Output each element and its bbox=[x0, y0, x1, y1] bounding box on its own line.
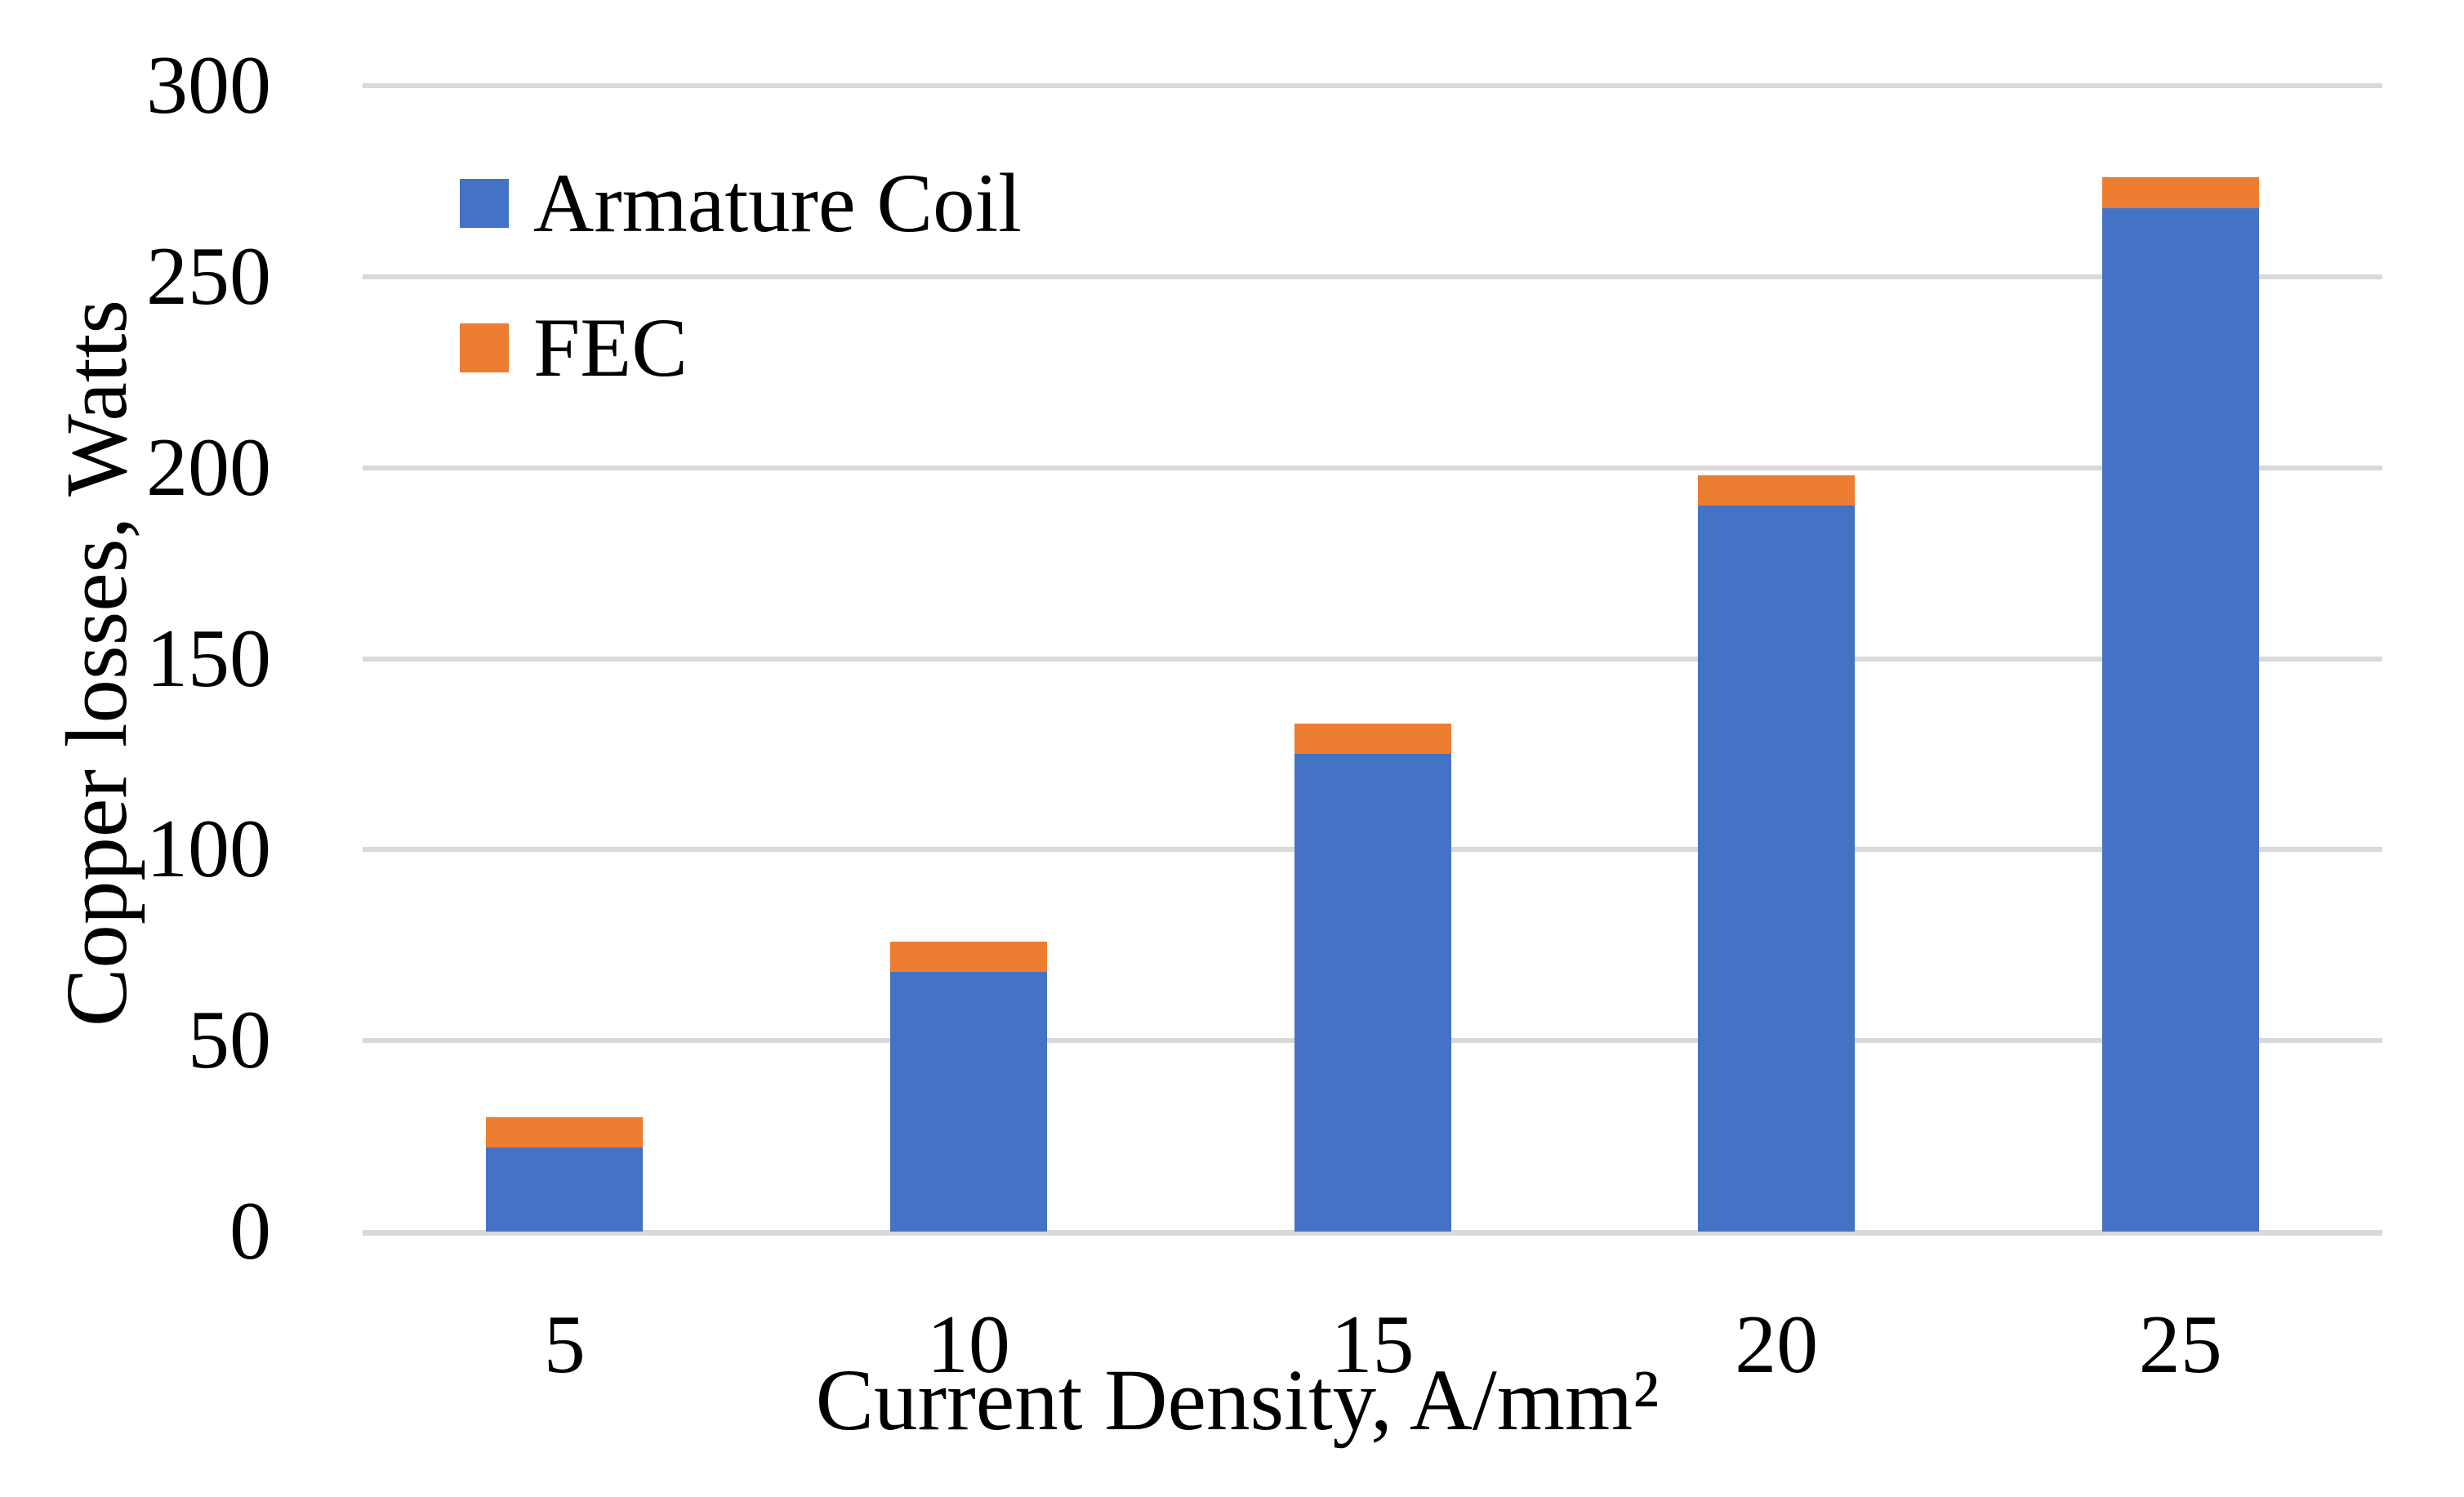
bar-segment-fec-x20 bbox=[1698, 475, 1856, 506]
y-tick-label-0: 0 bbox=[229, 1185, 271, 1277]
gridline-200 bbox=[363, 465, 2382, 470]
armature-coil-swatch-icon bbox=[460, 179, 509, 228]
fec-swatch-icon bbox=[460, 323, 509, 372]
gridline-150 bbox=[363, 656, 2382, 662]
bar-segment-armature-coil-x25 bbox=[2101, 207, 2259, 1232]
legend-label-armature-coil: Armature Coil bbox=[533, 157, 1022, 250]
x-tick-label-10: 10 bbox=[926, 1299, 1010, 1391]
bar-segment-fec-x25 bbox=[2101, 177, 2259, 208]
gridline-250 bbox=[363, 274, 2382, 279]
y-tick-label-150: 150 bbox=[146, 612, 271, 705]
bar-segment-armature-coil-x20 bbox=[1698, 506, 1856, 1232]
bar-segment-armature-coil-x15 bbox=[1294, 754, 1451, 1232]
bar-segment-armature-coil-x5 bbox=[486, 1147, 644, 1232]
x-tick-label-20: 20 bbox=[1735, 1299, 1819, 1391]
legend-label-fec: FEC bbox=[533, 301, 688, 394]
legend-item-fec: FEC bbox=[460, 301, 688, 394]
bar-segment-fec-x15 bbox=[1294, 724, 1451, 755]
y-tick-label-200: 200 bbox=[146, 421, 271, 514]
x-tick-label-5: 5 bbox=[543, 1299, 586, 1391]
x-tick-label-15: 15 bbox=[1330, 1299, 1415, 1391]
y-tick-label-300: 300 bbox=[146, 39, 271, 131]
gridline-300 bbox=[363, 83, 2382, 88]
x-axis-line bbox=[363, 1230, 2382, 1236]
bar-segment-armature-coil-x10 bbox=[889, 971, 1047, 1232]
y-tick-label-250: 250 bbox=[146, 229, 271, 323]
y-tick-label-100: 100 bbox=[146, 803, 271, 896]
x-tick-label-25: 25 bbox=[2138, 1299, 2222, 1391]
bar-segment-fec-x10 bbox=[889, 941, 1047, 972]
x-axis-title: Current Density, A/mm² bbox=[815, 1352, 1660, 1449]
y-tick-label-50: 50 bbox=[188, 994, 271, 1087]
bar-segment-fec-x5 bbox=[486, 1116, 644, 1148]
legend-item-armature-coil: Armature Coil bbox=[460, 157, 1022, 250]
